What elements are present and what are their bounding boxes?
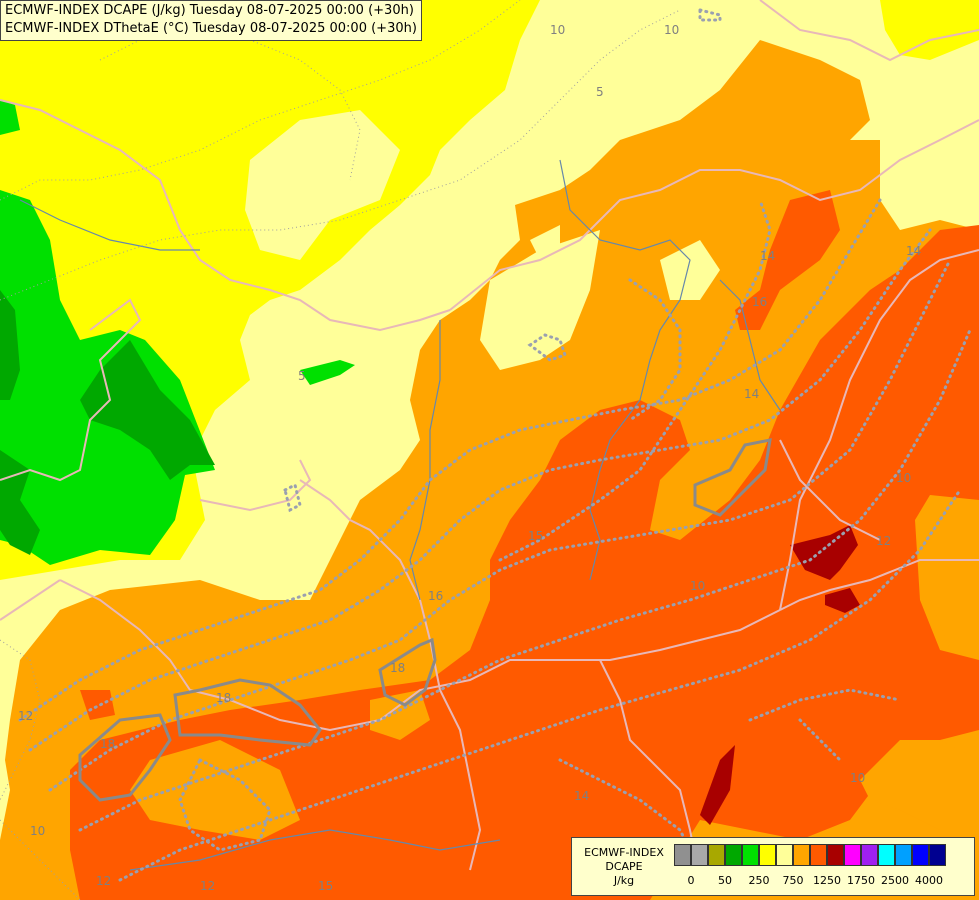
contour-label: 10 — [664, 23, 679, 37]
legend-swatch — [929, 844, 946, 866]
contour-label: 12 — [96, 874, 111, 888]
legend-swatch — [827, 844, 844, 866]
map-title-line-2: ECMWF-INDEX DThetaE (°C) Tuesday 08-07-2… — [5, 21, 417, 36]
legend-swatch — [793, 844, 810, 866]
dcape-zone-red-orange-main — [70, 225, 979, 900]
dcape-zone-red-sw — [80, 690, 115, 720]
legend-tick-label: 1250 — [813, 874, 841, 887]
dcape-zone-pale-cut-3 — [660, 240, 720, 300]
map-title-box: ECMWF-INDEX DCAPE (J/kg) Tuesday 08-07-2… — [0, 0, 422, 41]
legend-swatch — [725, 844, 742, 866]
legend-tick-label: 750 — [782, 874, 804, 887]
contour-label: 10 — [896, 471, 911, 485]
legend-swatch — [691, 844, 708, 866]
contour-label: 5 — [596, 85, 604, 99]
contour-label: 12 — [18, 709, 33, 723]
dcape-zone-green-dark-2 — [0, 290, 20, 400]
contour-label: 18 — [216, 691, 231, 705]
dcape-zone-pale-cut-2 — [530, 225, 560, 260]
contour-label: 18 — [100, 737, 115, 751]
legend-model: ECMWF-INDEX — [584, 846, 664, 859]
dcape-zone-yellow-ne — [880, 0, 979, 60]
legend-swatch — [878, 844, 895, 866]
contour-label: 12 — [876, 534, 891, 548]
dthetae-contours — [18, 198, 972, 882]
contour-label: 15 — [318, 879, 333, 893]
dcape-zone-dark-red — [790, 525, 858, 580]
contour-label: 10 — [550, 23, 565, 37]
legend-swatch — [742, 844, 759, 866]
country-borders — [0, 0, 979, 881]
dcape-zone-dark-red-2 — [825, 588, 860, 613]
dcape-zone-green-dark — [80, 340, 215, 480]
legend-swatch — [810, 844, 827, 866]
contour-label: 10 — [690, 579, 705, 593]
contour-label: 10 — [30, 824, 45, 838]
contour-label: 14 — [906, 244, 921, 258]
dcape-zone-orange-inner — [860, 740, 979, 830]
contour-label: 14 — [574, 789, 589, 803]
legend-tick-label: 1750 — [847, 874, 875, 887]
dcape-zone-pale-cut — [480, 230, 600, 370]
dcape-zone-pale-inner — [245, 110, 400, 260]
dcape-zone-pale-ne — [880, 140, 979, 230]
legend-swatch — [861, 844, 878, 866]
contour-label: 14 — [744, 387, 759, 401]
legend-tick-label: 250 — [748, 874, 770, 887]
dcape-zone-red-orange — [735, 190, 840, 330]
legend-swatch — [674, 844, 691, 866]
map-title-line-1: ECMWF-INDEX DCAPE (J/kg) Tuesday 08-07-2… — [5, 3, 414, 18]
legend-variable: DCAPE — [605, 860, 643, 873]
legend-swatch — [844, 844, 861, 866]
contour-label: 18 — [390, 661, 405, 675]
contour-labels: 10 10 5 5 14 16 14 15 10 12 16 18 18 18 … — [18, 23, 921, 893]
dthetae-contour-solid — [78, 438, 772, 802]
legend-unit: J/kg — [613, 874, 635, 887]
legend-swatch — [912, 844, 929, 866]
legend-tick-label: 0 — [687, 874, 695, 887]
legend-ticks: 0 50 250 750 1250 1750 2500 4000 — [674, 874, 974, 890]
dcape-zone-green-strip — [0, 100, 20, 135]
legend-swatch — [708, 844, 725, 866]
legend-label: ECMWF-INDEX DCAPE J/kg — [576, 846, 672, 888]
dcape-zone-green-small — [300, 360, 355, 385]
contour-label: 16 — [752, 295, 767, 309]
dthetae-contour-dotted-small — [283, 8, 722, 513]
contour-label: 12 — [200, 879, 215, 893]
legend-swatches — [674, 844, 946, 866]
legend-swatch — [895, 844, 912, 866]
legend-tick-label: 4000 — [915, 874, 943, 887]
legend-swatch — [759, 844, 776, 866]
dthetae-contours-fine — [0, 0, 681, 900]
contour-label: 14 — [760, 249, 775, 263]
dcape-zone-orange-inner-4 — [920, 500, 979, 650]
color-legend: ECMWF-INDEX DCAPE J/kg 0 50 250 750 1250 1750… — [571, 837, 975, 896]
legend-swatch — [776, 844, 793, 866]
contour-label: 15 — [528, 529, 543, 543]
contour-label: 16 — [428, 589, 443, 603]
legend-tick-label: 50 — [718, 874, 732, 887]
contour-label: 5 — [298, 369, 306, 383]
contour-label: 10 — [850, 771, 865, 785]
dcape-zone-orange-inner-2 — [130, 740, 300, 840]
dcape-zone-dark-red-3 — [700, 745, 735, 825]
legend-tick-label: 2500 — [881, 874, 909, 887]
